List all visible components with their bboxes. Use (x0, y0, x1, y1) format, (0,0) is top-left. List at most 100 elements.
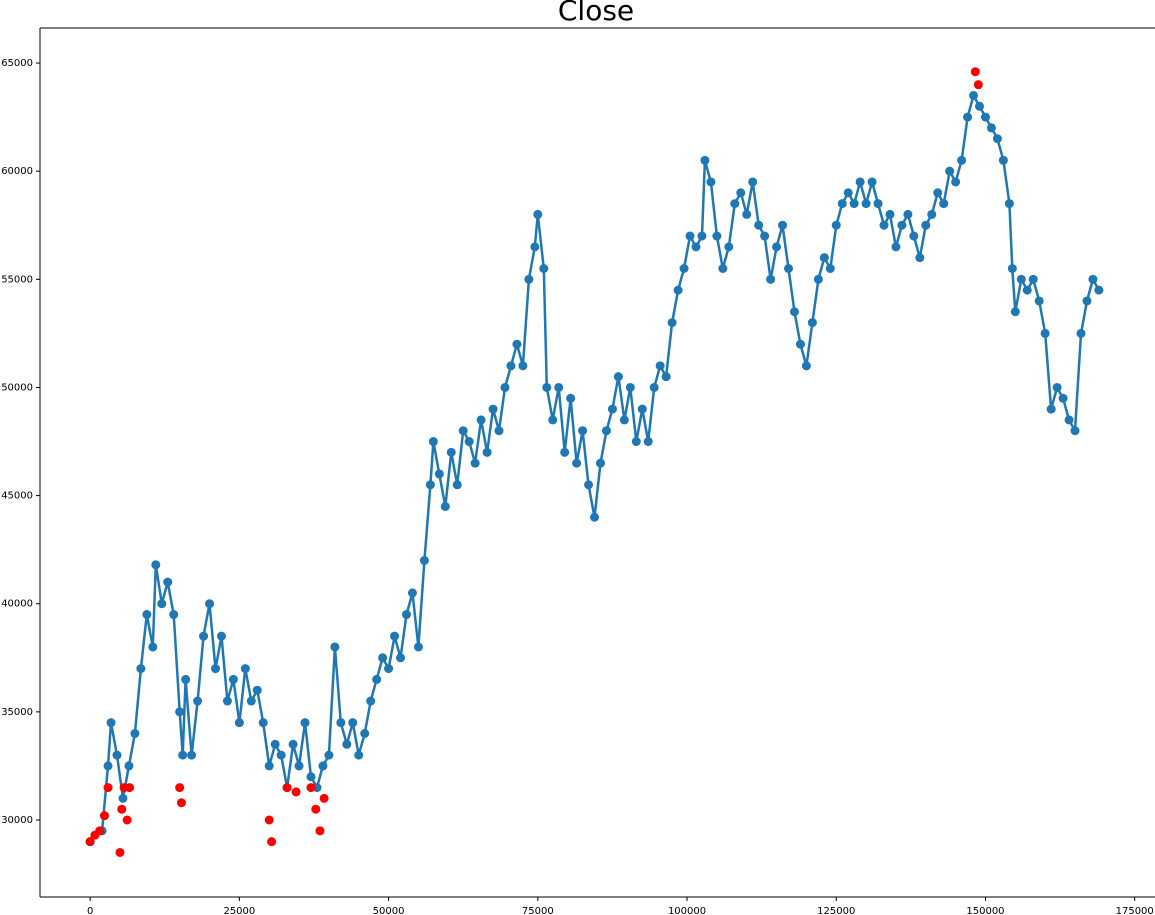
data-point (1016, 274, 1026, 284)
data-point (85, 837, 95, 847)
data-point (801, 361, 811, 371)
data-point (772, 242, 782, 252)
data-point (915, 253, 925, 263)
data-point (584, 480, 594, 490)
data-point (1070, 426, 1080, 436)
y-tick-label: 65000 (1, 58, 33, 69)
data-point (691, 242, 701, 252)
data-point (258, 718, 268, 728)
data-point (1088, 274, 1098, 284)
data-point (813, 274, 823, 284)
data-point (264, 761, 274, 771)
data-point (998, 155, 1008, 165)
data-point (970, 67, 980, 77)
data-point (1022, 285, 1032, 295)
data-point (366, 696, 376, 706)
data-point (849, 199, 859, 209)
data-point (199, 631, 209, 641)
y-tick-label: 45000 (1, 491, 33, 502)
data-point (969, 90, 979, 100)
data-point (825, 263, 835, 273)
data-point (867, 177, 877, 187)
data-point (494, 426, 504, 436)
data-point (673, 285, 683, 295)
data-point (125, 783, 135, 793)
data-point (1064, 415, 1074, 425)
data-point (607, 404, 617, 414)
data-point (216, 631, 226, 641)
data-point (927, 209, 937, 219)
data-point (413, 642, 423, 652)
data-point (99, 811, 109, 821)
data-point (342, 739, 352, 749)
data-point (560, 447, 570, 457)
data-point (157, 599, 167, 609)
data-point (311, 804, 321, 814)
data-point (151, 560, 161, 570)
y-tick-label: 35000 (1, 707, 33, 718)
data-point (831, 220, 841, 230)
data-point (181, 674, 191, 684)
data-point (205, 599, 215, 609)
data-point (267, 837, 277, 847)
x-tick-label: 100000 (668, 906, 706, 915)
data-point (807, 318, 817, 328)
data-point (348, 718, 358, 728)
data-point (270, 739, 280, 749)
data-point (360, 728, 370, 738)
data-point (1082, 296, 1092, 306)
data-point (945, 166, 955, 176)
data-point (837, 199, 847, 209)
data-point (578, 426, 588, 436)
data-point (1076, 328, 1086, 338)
data-point (1046, 404, 1056, 414)
data-point (470, 458, 480, 468)
data-point (992, 134, 1002, 144)
data-point (661, 372, 671, 382)
data-point (637, 404, 647, 414)
data-point (778, 220, 788, 230)
data-point (885, 209, 895, 219)
data-point (533, 209, 543, 219)
data-point (572, 458, 582, 468)
x-tick-label: 150000 (966, 906, 1004, 915)
data-point (117, 804, 127, 814)
data-point (897, 220, 907, 230)
data-point (384, 664, 394, 674)
data-point (452, 480, 462, 490)
data-point (975, 101, 985, 111)
data-point (106, 718, 116, 728)
data-point (524, 274, 534, 284)
data-point (742, 209, 752, 219)
data-point (482, 447, 492, 457)
data-point (590, 512, 600, 522)
data-point (643, 437, 653, 447)
data-point (554, 382, 564, 392)
x-tick-label: 175000 (1116, 906, 1154, 915)
data-point (103, 761, 113, 771)
data-point (458, 426, 468, 436)
data-point (1040, 328, 1050, 338)
data-point (512, 339, 522, 349)
data-point (112, 750, 122, 760)
series-line (89, 92, 1100, 843)
data-point (222, 696, 232, 706)
data-point (980, 112, 990, 122)
data-point (700, 155, 710, 165)
y-tick-label: 60000 (1, 166, 33, 177)
data-point (754, 220, 764, 230)
x-tick-label: 50000 (373, 906, 405, 915)
data-point (378, 653, 388, 663)
y-tick-label: 40000 (1, 599, 33, 610)
data-point (354, 750, 364, 760)
data-point (276, 750, 286, 760)
data-point (595, 458, 605, 468)
data-point (736, 188, 746, 198)
data-point (957, 155, 967, 165)
y-tick-label: 50000 (1, 382, 33, 393)
data-point (115, 847, 125, 857)
data-point (324, 750, 334, 760)
data-point (909, 231, 919, 241)
data-point (306, 783, 316, 793)
